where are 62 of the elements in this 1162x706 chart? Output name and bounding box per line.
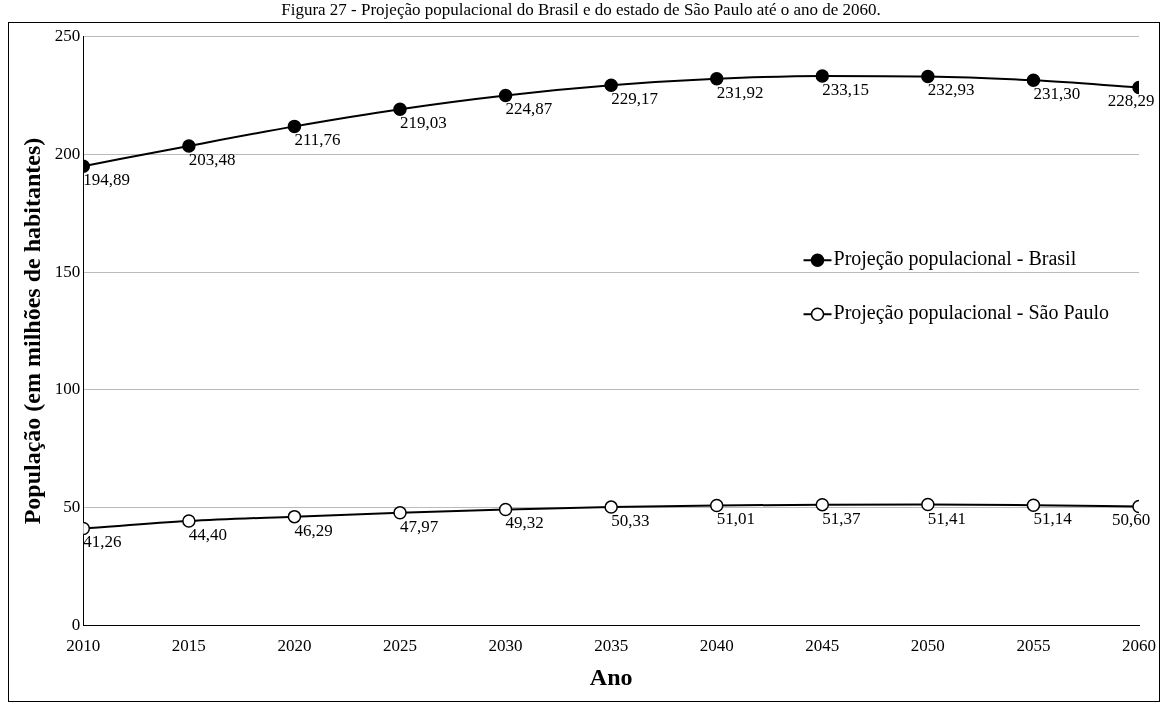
x-tick-label: 2040: [699, 636, 734, 656]
point: [393, 505, 407, 520]
point: [815, 69, 830, 83]
point: [709, 498, 724, 513]
data-label: 194,89: [83, 170, 131, 190]
point: [1026, 73, 1041, 88]
chart-title: Figura 27 - Projeção populacional do Brasil e do estado de São Paulo até o ano de 2060.: [280, 0, 882, 21]
point: [393, 102, 407, 116]
data-label: 50,33: [611, 511, 650, 531]
data-label: 211,76: [294, 130, 341, 150]
point: [709, 72, 724, 86]
data-label: 41,26: [83, 532, 122, 552]
data-label: 231,92: [716, 82, 764, 102]
x-tick-label: 2060: [1122, 636, 1156, 656]
data-label: 233,15: [822, 79, 870, 99]
x-tick-label: 2020: [277, 636, 312, 656]
data-label: 51,14: [1033, 509, 1073, 529]
data-label: 51,41: [927, 508, 967, 528]
point: [921, 69, 935, 84]
legend-label: Projeção populacional - São Paulo: [833, 301, 1110, 325]
point: [604, 78, 618, 93]
point: [815, 497, 830, 512]
legend-label: Projeção populacional - Brasil: [833, 247, 1077, 271]
x-tick-label: 2030: [488, 636, 523, 656]
x-tick-label: 2035: [594, 636, 629, 656]
data-label: 51,01: [716, 509, 755, 529]
data-label: 51,37: [822, 508, 862, 528]
y-tick-label: 200: [54, 143, 81, 163]
data-label: 219,03: [400, 113, 447, 133]
x-tick-label: 2050: [910, 636, 945, 656]
data-label: 232,93: [927, 80, 975, 100]
data-label: 44,40: [188, 525, 228, 545]
point: [287, 119, 302, 134]
data-label: 228,29: [1107, 91, 1155, 111]
point: [1026, 498, 1041, 512]
y-tick-label: 150: [54, 261, 81, 281]
data-label: 224,87: [505, 99, 553, 119]
point: [182, 139, 196, 153]
point: [498, 88, 513, 103]
data-label: 203,48: [188, 149, 236, 169]
data-label: 231,30: [1033, 84, 1081, 104]
data-label: 46,29: [294, 520, 333, 540]
data-label: 50,60: [1111, 510, 1151, 530]
point: [498, 502, 513, 517]
x-tick-label: 2045: [805, 636, 840, 656]
y-axis-title: População (em milhões de habitantes): [18, 137, 45, 525]
point: [182, 514, 196, 528]
y-tick-label: 0: [71, 615, 81, 635]
point: [921, 497, 935, 512]
y-tick-label: 250: [54, 25, 81, 45]
y-tick-label: 50: [63, 497, 81, 517]
x-tick-label: 2015: [171, 636, 206, 656]
x-axis-title: Ano: [589, 663, 633, 690]
x-tick-label: 2010: [66, 636, 101, 656]
x-tick-label: 2055: [1016, 636, 1051, 656]
data-label: 49,32: [505, 513, 544, 533]
data-label: 47,97: [400, 516, 439, 536]
point: [604, 500, 618, 514]
point: [287, 509, 302, 524]
y-tick-label: 100: [54, 379, 81, 399]
x-tick-label: 2025: [383, 636, 418, 656]
data-label: 229,17: [611, 89, 659, 109]
